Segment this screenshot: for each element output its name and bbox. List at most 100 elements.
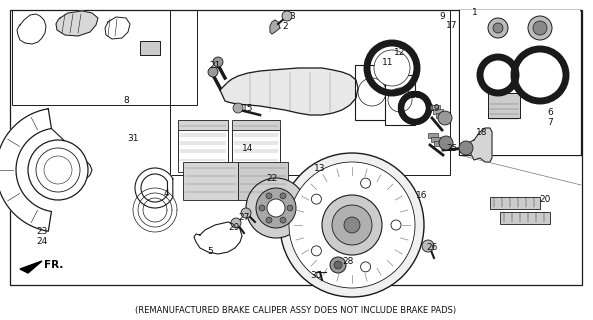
Bar [170, 10, 450, 175]
Text: 28: 28 [342, 258, 353, 267]
Circle shape [287, 205, 293, 211]
Bar [385, 75, 415, 125]
Bar [430, 105, 440, 110]
Text: 21: 21 [209, 60, 221, 69]
Bar [488, 93, 520, 118]
Bar [183, 162, 238, 200]
Circle shape [520, 55, 560, 95]
Bar [178, 120, 228, 162]
Bar [12, 10, 197, 105]
Text: 12: 12 [394, 47, 406, 57]
Circle shape [256, 188, 296, 228]
Circle shape [493, 23, 503, 33]
Polygon shape [17, 14, 46, 44]
Circle shape [438, 111, 452, 125]
Text: 2: 2 [282, 21, 288, 30]
Text: 7: 7 [547, 117, 553, 126]
Circle shape [289, 162, 415, 288]
Text: 29: 29 [228, 223, 240, 233]
Text: (REMANUFACTURED BRAKE CALIPER ASSY DOES NOT INCLUDE BRAKE PADS): (REMANUFACTURED BRAKE CALIPER ASSY DOES … [135, 306, 457, 315]
Circle shape [439, 136, 453, 150]
Bar [431, 137, 441, 142]
Bar [459, 10, 581, 155]
Bar [10, 10, 582, 285]
Bar [355, 65, 390, 120]
Bar [490, 197, 540, 209]
Text: 11: 11 [382, 58, 394, 67]
Bar [500, 212, 550, 224]
Circle shape [241, 208, 251, 218]
Polygon shape [220, 68, 358, 115]
Circle shape [322, 195, 382, 255]
Bar [434, 141, 444, 146]
Polygon shape [135, 168, 173, 208]
Text: 26: 26 [426, 244, 438, 252]
Text: 30: 30 [310, 270, 322, 279]
Polygon shape [56, 11, 98, 36]
Text: 27: 27 [238, 213, 250, 222]
Circle shape [280, 153, 424, 297]
Bar [428, 133, 438, 138]
Bar [232, 120, 280, 160]
Bar [140, 41, 160, 55]
Polygon shape [20, 261, 42, 273]
Text: 4: 4 [163, 188, 169, 197]
Text: 10: 10 [410, 91, 422, 100]
Text: 17: 17 [447, 20, 458, 29]
Text: 14: 14 [243, 143, 254, 153]
Circle shape [280, 217, 286, 223]
Text: 25: 25 [447, 143, 458, 153]
Text: 20: 20 [539, 196, 551, 204]
Circle shape [259, 205, 265, 211]
Circle shape [280, 193, 286, 199]
Bar [439, 117, 449, 122]
Text: 13: 13 [314, 164, 326, 172]
Text: 18: 18 [476, 127, 488, 137]
Circle shape [361, 178, 371, 188]
Text: 6: 6 [547, 108, 553, 116]
Circle shape [28, 140, 88, 200]
Bar [178, 130, 228, 172]
Text: 19: 19 [429, 103, 441, 113]
Circle shape [459, 141, 473, 155]
Circle shape [334, 261, 342, 269]
Circle shape [488, 18, 508, 38]
Text: 8: 8 [123, 95, 129, 105]
Circle shape [246, 178, 306, 238]
Circle shape [374, 50, 410, 86]
Circle shape [332, 205, 372, 245]
Circle shape [486, 63, 510, 87]
Circle shape [266, 193, 272, 199]
Circle shape [311, 246, 321, 256]
Text: 24: 24 [36, 237, 47, 246]
Bar [232, 130, 280, 170]
Text: 3: 3 [289, 12, 295, 20]
Text: 31: 31 [127, 133, 139, 142]
Text: 23: 23 [36, 228, 47, 236]
Text: 22: 22 [266, 173, 278, 182]
Bar [436, 113, 446, 118]
Polygon shape [105, 17, 130, 39]
Bar [460, 10, 580, 155]
Circle shape [401, 94, 429, 122]
Polygon shape [469, 128, 492, 162]
Bar [238, 162, 288, 200]
Circle shape [213, 57, 223, 67]
Circle shape [533, 21, 547, 35]
Circle shape [266, 217, 272, 223]
Circle shape [528, 16, 552, 40]
Text: 15: 15 [243, 103, 254, 113]
Bar [433, 109, 443, 114]
Circle shape [208, 67, 218, 77]
Polygon shape [270, 20, 280, 34]
Text: FR.: FR. [44, 260, 63, 270]
Circle shape [330, 257, 346, 273]
Text: 16: 16 [416, 190, 428, 199]
Text: 9: 9 [439, 12, 445, 20]
Circle shape [344, 217, 360, 233]
Circle shape [311, 194, 321, 204]
Circle shape [233, 103, 243, 113]
Circle shape [267, 199, 285, 217]
Polygon shape [0, 109, 52, 231]
Circle shape [391, 220, 401, 230]
